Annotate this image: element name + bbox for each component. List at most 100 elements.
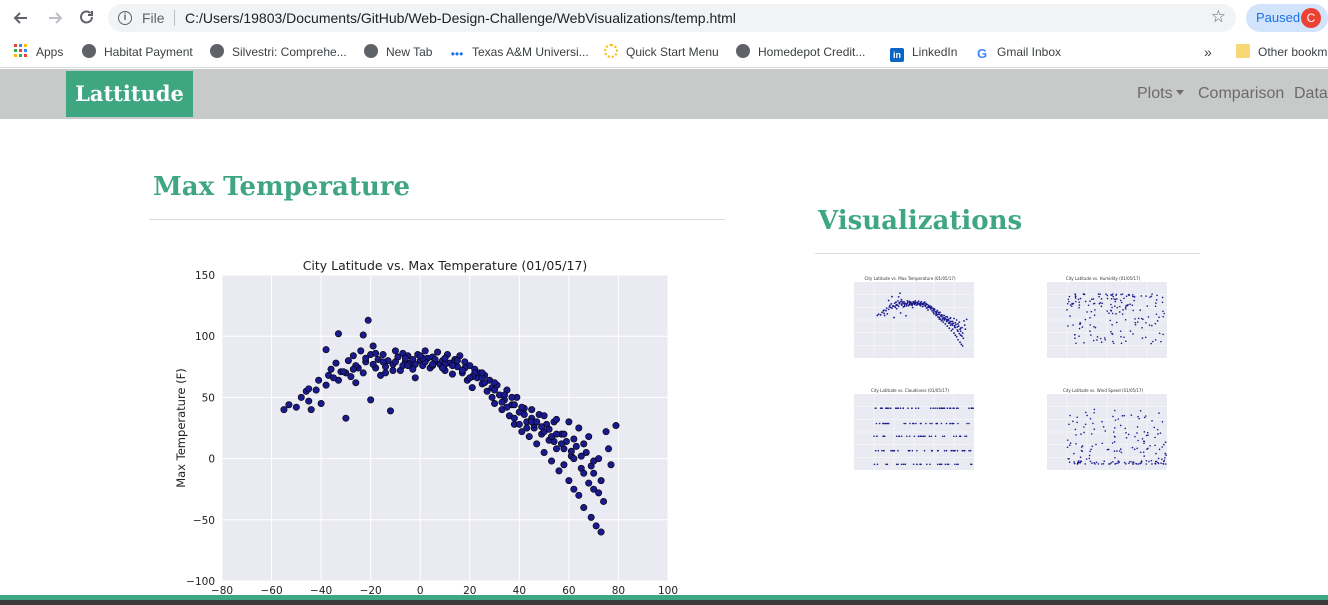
nav-comparison[interactable]: Comparison <box>1198 85 1285 102</box>
bookmark-habitat-payment[interactable]: Habitat Payment <box>82 42 193 62</box>
bookmark-gmail[interactable]: G Gmail Inbox <box>975 42 1061 62</box>
data-point <box>533 418 541 426</box>
thumbnail-point <box>881 449 883 452</box>
thumbnail-point <box>1089 316 1091 319</box>
data-point <box>466 374 474 382</box>
thumbnail-point <box>909 422 911 425</box>
profile-button[interactable]: Paused C <box>1246 4 1328 32</box>
thumbnail-point <box>1105 293 1107 296</box>
thumbnail-point <box>920 422 922 425</box>
forward-button[interactable] <box>42 5 68 31</box>
thumbnail-point <box>897 463 899 466</box>
thumbnail-point <box>925 302 927 305</box>
thumbnail-point <box>1078 301 1081 304</box>
thumbnail-title: City Latitude vs. Max Temperature (01/05… <box>864 276 956 281</box>
thumbnail-point <box>1089 450 1091 453</box>
data-point <box>605 445 613 453</box>
thumbnail-point <box>1115 313 1117 315</box>
thumbnail-point <box>957 338 959 341</box>
thumbnail-point <box>951 320 954 323</box>
url-text[interactable]: C:/Users/19803/Documents/GitHub/Web-Desi… <box>185 10 736 26</box>
address-bar[interactable]: i File C:/Users/19803/Documents/GitHub/W… <box>108 4 1236 32</box>
thumbnail-point <box>1084 423 1087 426</box>
thumbnail-point <box>902 463 905 466</box>
thumbnail-point <box>1093 411 1095 414</box>
thumbnail-point <box>1124 318 1127 321</box>
data-point <box>434 348 442 356</box>
data-point <box>327 365 335 373</box>
thumbnail-point <box>883 314 886 317</box>
thumbnail-point <box>919 301 922 304</box>
thumbnail-point <box>949 407 952 409</box>
nav-data[interactable]: Data <box>1294 85 1328 102</box>
x-tick-label: −60 <box>260 585 282 595</box>
thumbnail-point <box>1090 334 1092 336</box>
thumbnail-point <box>935 310 938 313</box>
thumbnail-point <box>1104 430 1107 432</box>
thumbnail-point <box>913 435 916 438</box>
bookmark-apps[interactable]: Apps <box>14 42 63 62</box>
thumbnail-point <box>1156 461 1159 464</box>
thumbnail-point <box>886 313 889 315</box>
star-icon[interactable]: ☆ <box>1210 7 1226 26</box>
thumbnail-cloudiness[interactable]: City Latitude vs. Cloudiness (01/05/17) <box>844 386 976 482</box>
thumbnail-point <box>903 305 906 308</box>
thumbnail-point <box>1142 318 1144 321</box>
thumbnail-point <box>1164 463 1167 465</box>
thumbnail-wind-speed[interactable]: City Latitude vs. Wind Speed (01/05/17) <box>1037 386 1169 482</box>
thumbnail-point <box>1078 335 1080 337</box>
thumbnail-point <box>1152 340 1154 343</box>
data-point <box>545 425 553 433</box>
thumbnail-point <box>895 463 898 466</box>
thumbnail-point <box>1139 309 1142 311</box>
thumbnail-point <box>1102 426 1105 428</box>
bookmarks-overflow-button[interactable]: » <box>1204 44 1212 60</box>
thumbnail-point <box>1068 423 1070 426</box>
bookmark-texas-am[interactable]: ••• Texas A&M Universi... <box>450 42 589 62</box>
bookmark-silvestri[interactable]: Silvestri: Comprehe... <box>210 42 347 62</box>
info-icon[interactable]: i <box>118 11 132 25</box>
data-point <box>572 442 580 450</box>
thumbnail-point <box>1069 442 1072 444</box>
thumbnail-point <box>1145 321 1147 324</box>
thumbnail-point <box>952 422 955 425</box>
thumbnail-max-temperature[interactable]: City Latitude vs. Max Temperature (01/05… <box>844 274 976 370</box>
thumbnail-point <box>897 295 900 298</box>
thumbnail-point <box>905 304 908 307</box>
thumbnail-point <box>900 303 903 306</box>
bookmark-other[interactable]: Other bookm <box>1236 42 1327 62</box>
thumbnail-point <box>939 318 942 320</box>
thumbnail-point <box>1139 410 1142 412</box>
data-point <box>565 477 573 485</box>
thumbnail-point <box>1161 301 1164 304</box>
brand-logo[interactable]: Lattitude <box>66 71 193 117</box>
caret-down-icon <box>1175 90 1184 95</box>
nav-plots-dropdown[interactable]: Plots <box>1137 85 1184 103</box>
thumbnail-point <box>930 435 933 438</box>
bookmark-new-tab[interactable]: New Tab <box>364 42 432 62</box>
bookmark-quick-start[interactable]: Quick Start Menu <box>604 42 719 62</box>
thumbnail-point <box>1111 442 1114 444</box>
bookmark-homedepot[interactable]: Homedepot Credit... <box>736 42 865 62</box>
thumbnail-point <box>936 313 939 316</box>
thumbnail-point <box>1080 446 1083 448</box>
thumbnail-point <box>885 463 887 466</box>
thumbnail-point <box>1116 450 1118 452</box>
thumbnail-humidity[interactable]: City Latitude vs. Humidity (01/05/17) <box>1037 274 1169 370</box>
thumbnail-point <box>876 435 878 438</box>
reload-button[interactable] <box>74 5 100 31</box>
thumbnail-point <box>1110 461 1113 464</box>
thumbnail-point <box>1113 441 1116 443</box>
bookmark-linkedin[interactable]: in LinkedIn <box>890 42 957 62</box>
thumbnail-point <box>1066 439 1069 441</box>
data-point <box>575 491 583 499</box>
thumbnail-point <box>1119 305 1121 308</box>
thumbnail-point <box>891 295 893 298</box>
thumbnail-point <box>1159 432 1162 434</box>
back-button[interactable] <box>8 5 34 31</box>
data-point <box>349 365 357 373</box>
data-point <box>280 406 288 414</box>
thumbnail-point <box>964 435 966 438</box>
thumbnail-point <box>1123 336 1125 339</box>
data-point <box>453 357 461 365</box>
